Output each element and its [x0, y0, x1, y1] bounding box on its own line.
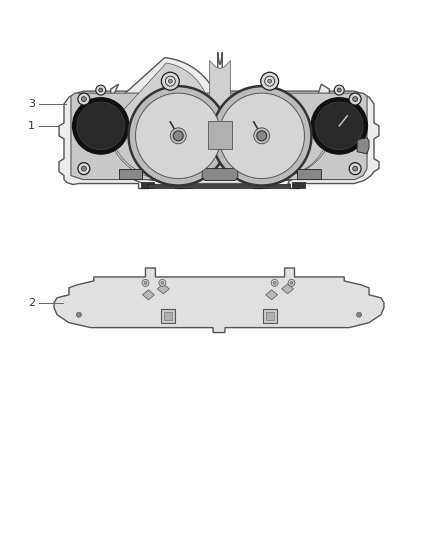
Circle shape — [76, 312, 81, 317]
Circle shape — [96, 85, 106, 95]
Circle shape — [273, 281, 276, 285]
Polygon shape — [164, 312, 172, 320]
Circle shape — [142, 279, 149, 286]
Circle shape — [353, 96, 357, 102]
Text: 1: 1 — [28, 121, 35, 131]
Circle shape — [290, 281, 293, 285]
Text: 3: 3 — [28, 99, 35, 109]
Polygon shape — [71, 93, 367, 180]
Circle shape — [170, 128, 186, 144]
Circle shape — [353, 166, 357, 171]
Circle shape — [219, 93, 304, 179]
Polygon shape — [255, 182, 268, 189]
Circle shape — [254, 128, 270, 144]
Circle shape — [334, 85, 344, 95]
Polygon shape — [141, 182, 155, 189]
Circle shape — [261, 72, 279, 90]
Circle shape — [173, 131, 183, 141]
Polygon shape — [142, 290, 155, 300]
Text: 2: 2 — [28, 298, 35, 308]
Polygon shape — [161, 309, 175, 322]
Circle shape — [349, 93, 361, 105]
Circle shape — [349, 163, 361, 175]
Circle shape — [81, 166, 86, 171]
Polygon shape — [208, 121, 232, 149]
Circle shape — [311, 98, 367, 154]
Polygon shape — [178, 182, 192, 189]
Polygon shape — [148, 183, 290, 189]
Circle shape — [161, 281, 164, 285]
Circle shape — [357, 312, 362, 317]
Circle shape — [81, 96, 86, 102]
Circle shape — [257, 131, 267, 141]
Polygon shape — [157, 284, 170, 294]
Circle shape — [212, 86, 311, 185]
Polygon shape — [357, 138, 369, 154]
Circle shape — [78, 163, 90, 175]
Circle shape — [271, 279, 278, 286]
Polygon shape — [263, 309, 277, 322]
Circle shape — [135, 93, 221, 179]
Circle shape — [161, 72, 179, 90]
Circle shape — [168, 79, 172, 83]
Circle shape — [78, 93, 90, 105]
Circle shape — [337, 88, 341, 92]
Polygon shape — [107, 60, 333, 177]
Circle shape — [99, 88, 103, 92]
Polygon shape — [99, 52, 343, 185]
Polygon shape — [59, 84, 379, 189]
Circle shape — [288, 279, 295, 286]
Polygon shape — [202, 168, 238, 181]
Circle shape — [73, 98, 129, 154]
Circle shape — [129, 86, 228, 185]
Polygon shape — [119, 168, 142, 179]
Circle shape — [165, 76, 175, 86]
Polygon shape — [292, 182, 305, 189]
Circle shape — [268, 79, 272, 83]
Polygon shape — [297, 168, 321, 179]
Polygon shape — [54, 268, 384, 333]
Circle shape — [265, 76, 275, 86]
Circle shape — [144, 281, 147, 285]
Circle shape — [77, 102, 124, 150]
Circle shape — [159, 279, 166, 286]
Circle shape — [315, 102, 363, 150]
Polygon shape — [266, 312, 274, 320]
Polygon shape — [266, 290, 278, 300]
Polygon shape — [282, 284, 293, 294]
